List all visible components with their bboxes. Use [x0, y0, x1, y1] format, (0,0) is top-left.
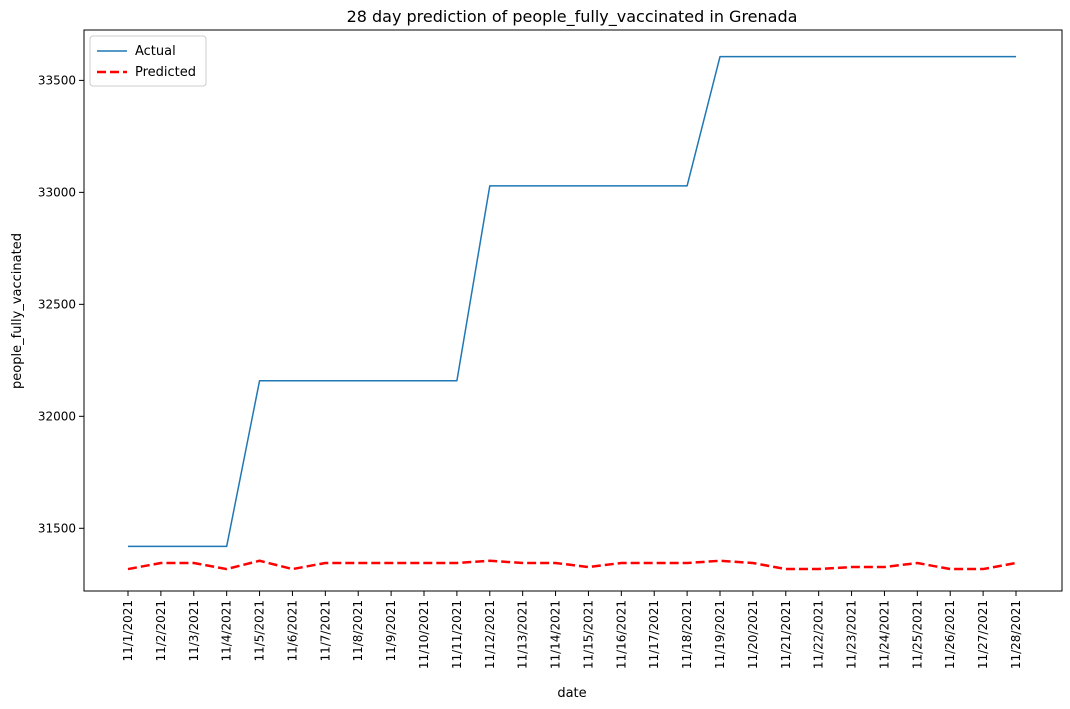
- x-tick-label-18: 11/18/2021: [680, 600, 694, 669]
- series-layer: [127, 55, 1017, 571]
- y-tick-label-33000: 33000: [38, 185, 76, 199]
- x-tick-label-17: 11/17/2021: [647, 600, 661, 669]
- x-axis-label: date: [557, 686, 586, 701]
- y-tick-label-33500: 33500: [38, 73, 76, 87]
- x-tick-label-8: 11/8/2021: [351, 600, 365, 662]
- x-tick-label-5: 11/5/2021: [253, 600, 267, 662]
- x-axis: 11/1/2021 11/2/2021 11/3/2021 11/4/2021 11/5…: [121, 591, 1023, 669]
- x-tick-label-23: 11/23/2021: [845, 600, 859, 669]
- x-tick-label-24: 11/24/2021: [877, 600, 891, 669]
- x-tick-label-2: 11/2/2021: [154, 600, 168, 662]
- y-axis-label: people_fully_vaccinated: [10, 233, 25, 389]
- x-tick-label-1: 11/1/2021: [121, 600, 135, 662]
- y-tick-label-31500: 31500: [38, 521, 76, 535]
- y-tick-label-32000: 32000: [38, 409, 76, 423]
- x-tick-label-14: 11/14/2021: [549, 600, 563, 669]
- x-tick-label-7: 11/7/2021: [318, 600, 332, 662]
- legend: Actual Predicted: [89, 35, 207, 87]
- x-tick-label-12: 11/12/2021: [483, 600, 497, 669]
- x-tick-label-6: 11/6/2021: [285, 600, 299, 662]
- x-tick-label-10: 11/10/2021: [417, 600, 431, 669]
- x-tick-label-9: 11/9/2021: [384, 600, 398, 662]
- x-tick-label-13: 11/13/2021: [516, 600, 530, 669]
- x-tick-label-11: 11/11/2021: [450, 600, 464, 669]
- x-tick-label-28: 11/28/2021: [1009, 600, 1023, 669]
- legend-label-actual: Actual: [135, 44, 176, 59]
- x-tick-label-19: 11/19/2021: [713, 600, 727, 669]
- y-axis: 31500 32000 32500 33000 33500: [38, 73, 84, 535]
- chart-title: 28 day prediction of people_fully_vaccin…: [347, 7, 798, 27]
- x-tick-label-15: 11/15/2021: [581, 600, 595, 669]
- x-tick-label-27: 11/27/2021: [976, 600, 990, 669]
- x-tick-label-4: 11/4/2021: [220, 600, 234, 662]
- plot-area: [83, 29, 1063, 592]
- legend-label-predicted: Predicted: [135, 65, 196, 80]
- x-tick-label-21: 11/21/2021: [779, 600, 793, 669]
- x-tick-label-16: 11/16/2021: [614, 600, 628, 669]
- series-line-actual: [128, 55, 1016, 548]
- legend-frame: [89, 35, 207, 87]
- x-tick-label-26: 11/26/2021: [943, 600, 957, 669]
- x-tick-label-25: 11/25/2021: [910, 600, 924, 669]
- x-tick-label-3: 11/3/2021: [187, 600, 201, 662]
- series-line-predicted: [127, 559, 1017, 571]
- x-tick-label-22: 11/22/2021: [812, 600, 826, 669]
- x-tick-label-20: 11/20/2021: [746, 600, 760, 669]
- y-tick-label-32500: 32500: [38, 297, 76, 311]
